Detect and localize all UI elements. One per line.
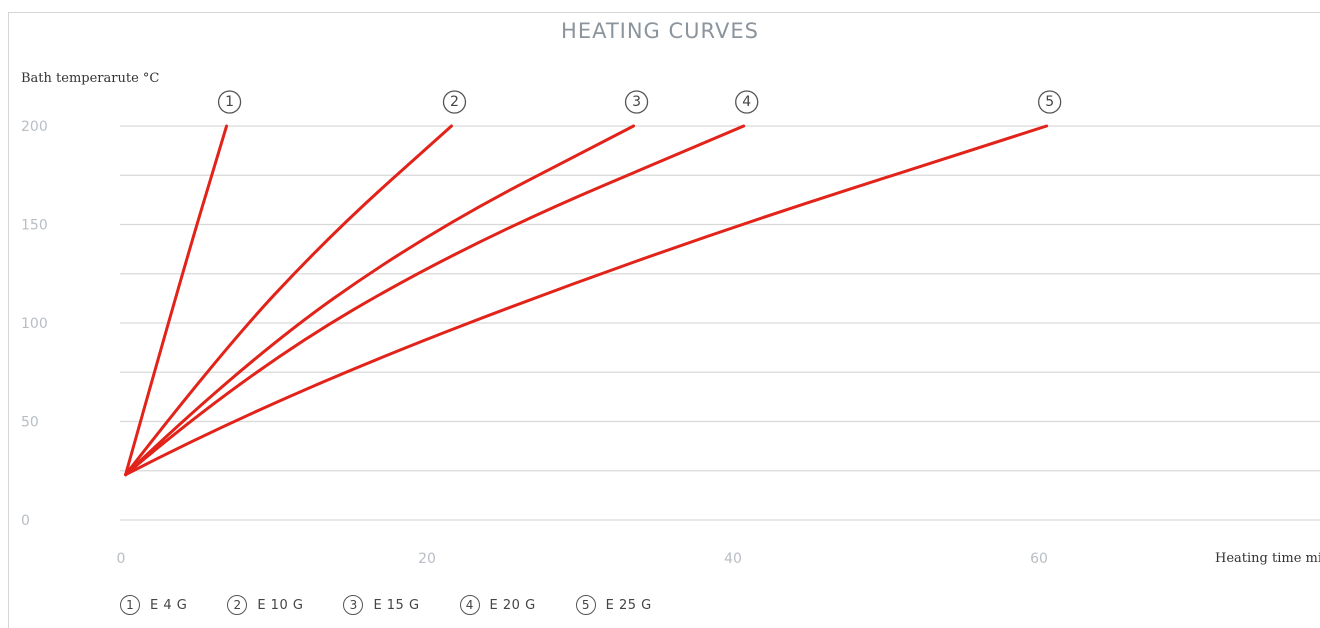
legend-marker: 4 <box>459 595 480 615</box>
legend-item: 4 E 20 G <box>459 595 536 615</box>
legend-label: E 4 G <box>150 597 188 613</box>
chart-title: HEATING CURVES <box>561 19 759 43</box>
series-marker-5 <box>1038 90 1062 114</box>
legend-label: E 20 G <box>489 597 536 613</box>
series-line-2 <box>124 124 453 477</box>
legend-marker: 2 <box>227 595 248 615</box>
series-line-5 <box>124 124 1049 477</box>
legend-item: 3 E 15 G <box>343 595 419 615</box>
legend: 1 E 4 G 2 E 10 G 3 E 15 G 4 E 20 G 5 E 25 G <box>120 595 692 615</box>
y-tick-label: 0 <box>21 513 30 529</box>
legend-label: E 25 G <box>605 597 652 613</box>
legend-label: E 10 G <box>257 597 304 613</box>
series-line-4 <box>124 124 746 477</box>
series-marker-label: 2 <box>450 94 459 110</box>
y-tick-label: 200 <box>21 119 48 135</box>
series-marker-label: 1 <box>225 94 234 110</box>
series-marker-label: 4 <box>742 94 751 110</box>
legend-label: E 15 G <box>373 597 420 613</box>
chart-frame <box>8 12 1320 628</box>
legend-item: 2 E 10 G <box>227 595 303 615</box>
y-tick-label: 150 <box>21 218 48 234</box>
x-tick-label: 40 <box>724 551 742 567</box>
legend-marker: 1 <box>120 595 140 615</box>
legend-marker: 5 <box>575 595 596 615</box>
series-marker-label: 5 <box>1045 94 1054 110</box>
series-line-1 <box>124 124 229 477</box>
series-marker-3 <box>624 90 649 114</box>
x-tick-label: 60 <box>1030 551 1048 567</box>
x-tick-label: 20 <box>418 551 436 567</box>
legend-item: 1 E 4 G <box>120 595 187 615</box>
series-marker-4 <box>735 90 759 114</box>
series-marker-1 <box>217 90 242 114</box>
y-tick-label: 100 <box>21 316 48 332</box>
x-tick-label: 0 <box>117 551 126 567</box>
series-marker-label: 3 <box>632 94 641 110</box>
y-axis-label: Bath temperarute °C <box>21 71 160 86</box>
series-marker-2 <box>442 90 467 114</box>
series-line-3 <box>124 124 636 477</box>
legend-marker: 3 <box>343 595 364 615</box>
x-axis-label: Heating time min <box>1215 551 1320 566</box>
legend-item: 5 E 25 G <box>575 595 652 615</box>
y-tick-label: 50 <box>21 415 39 431</box>
